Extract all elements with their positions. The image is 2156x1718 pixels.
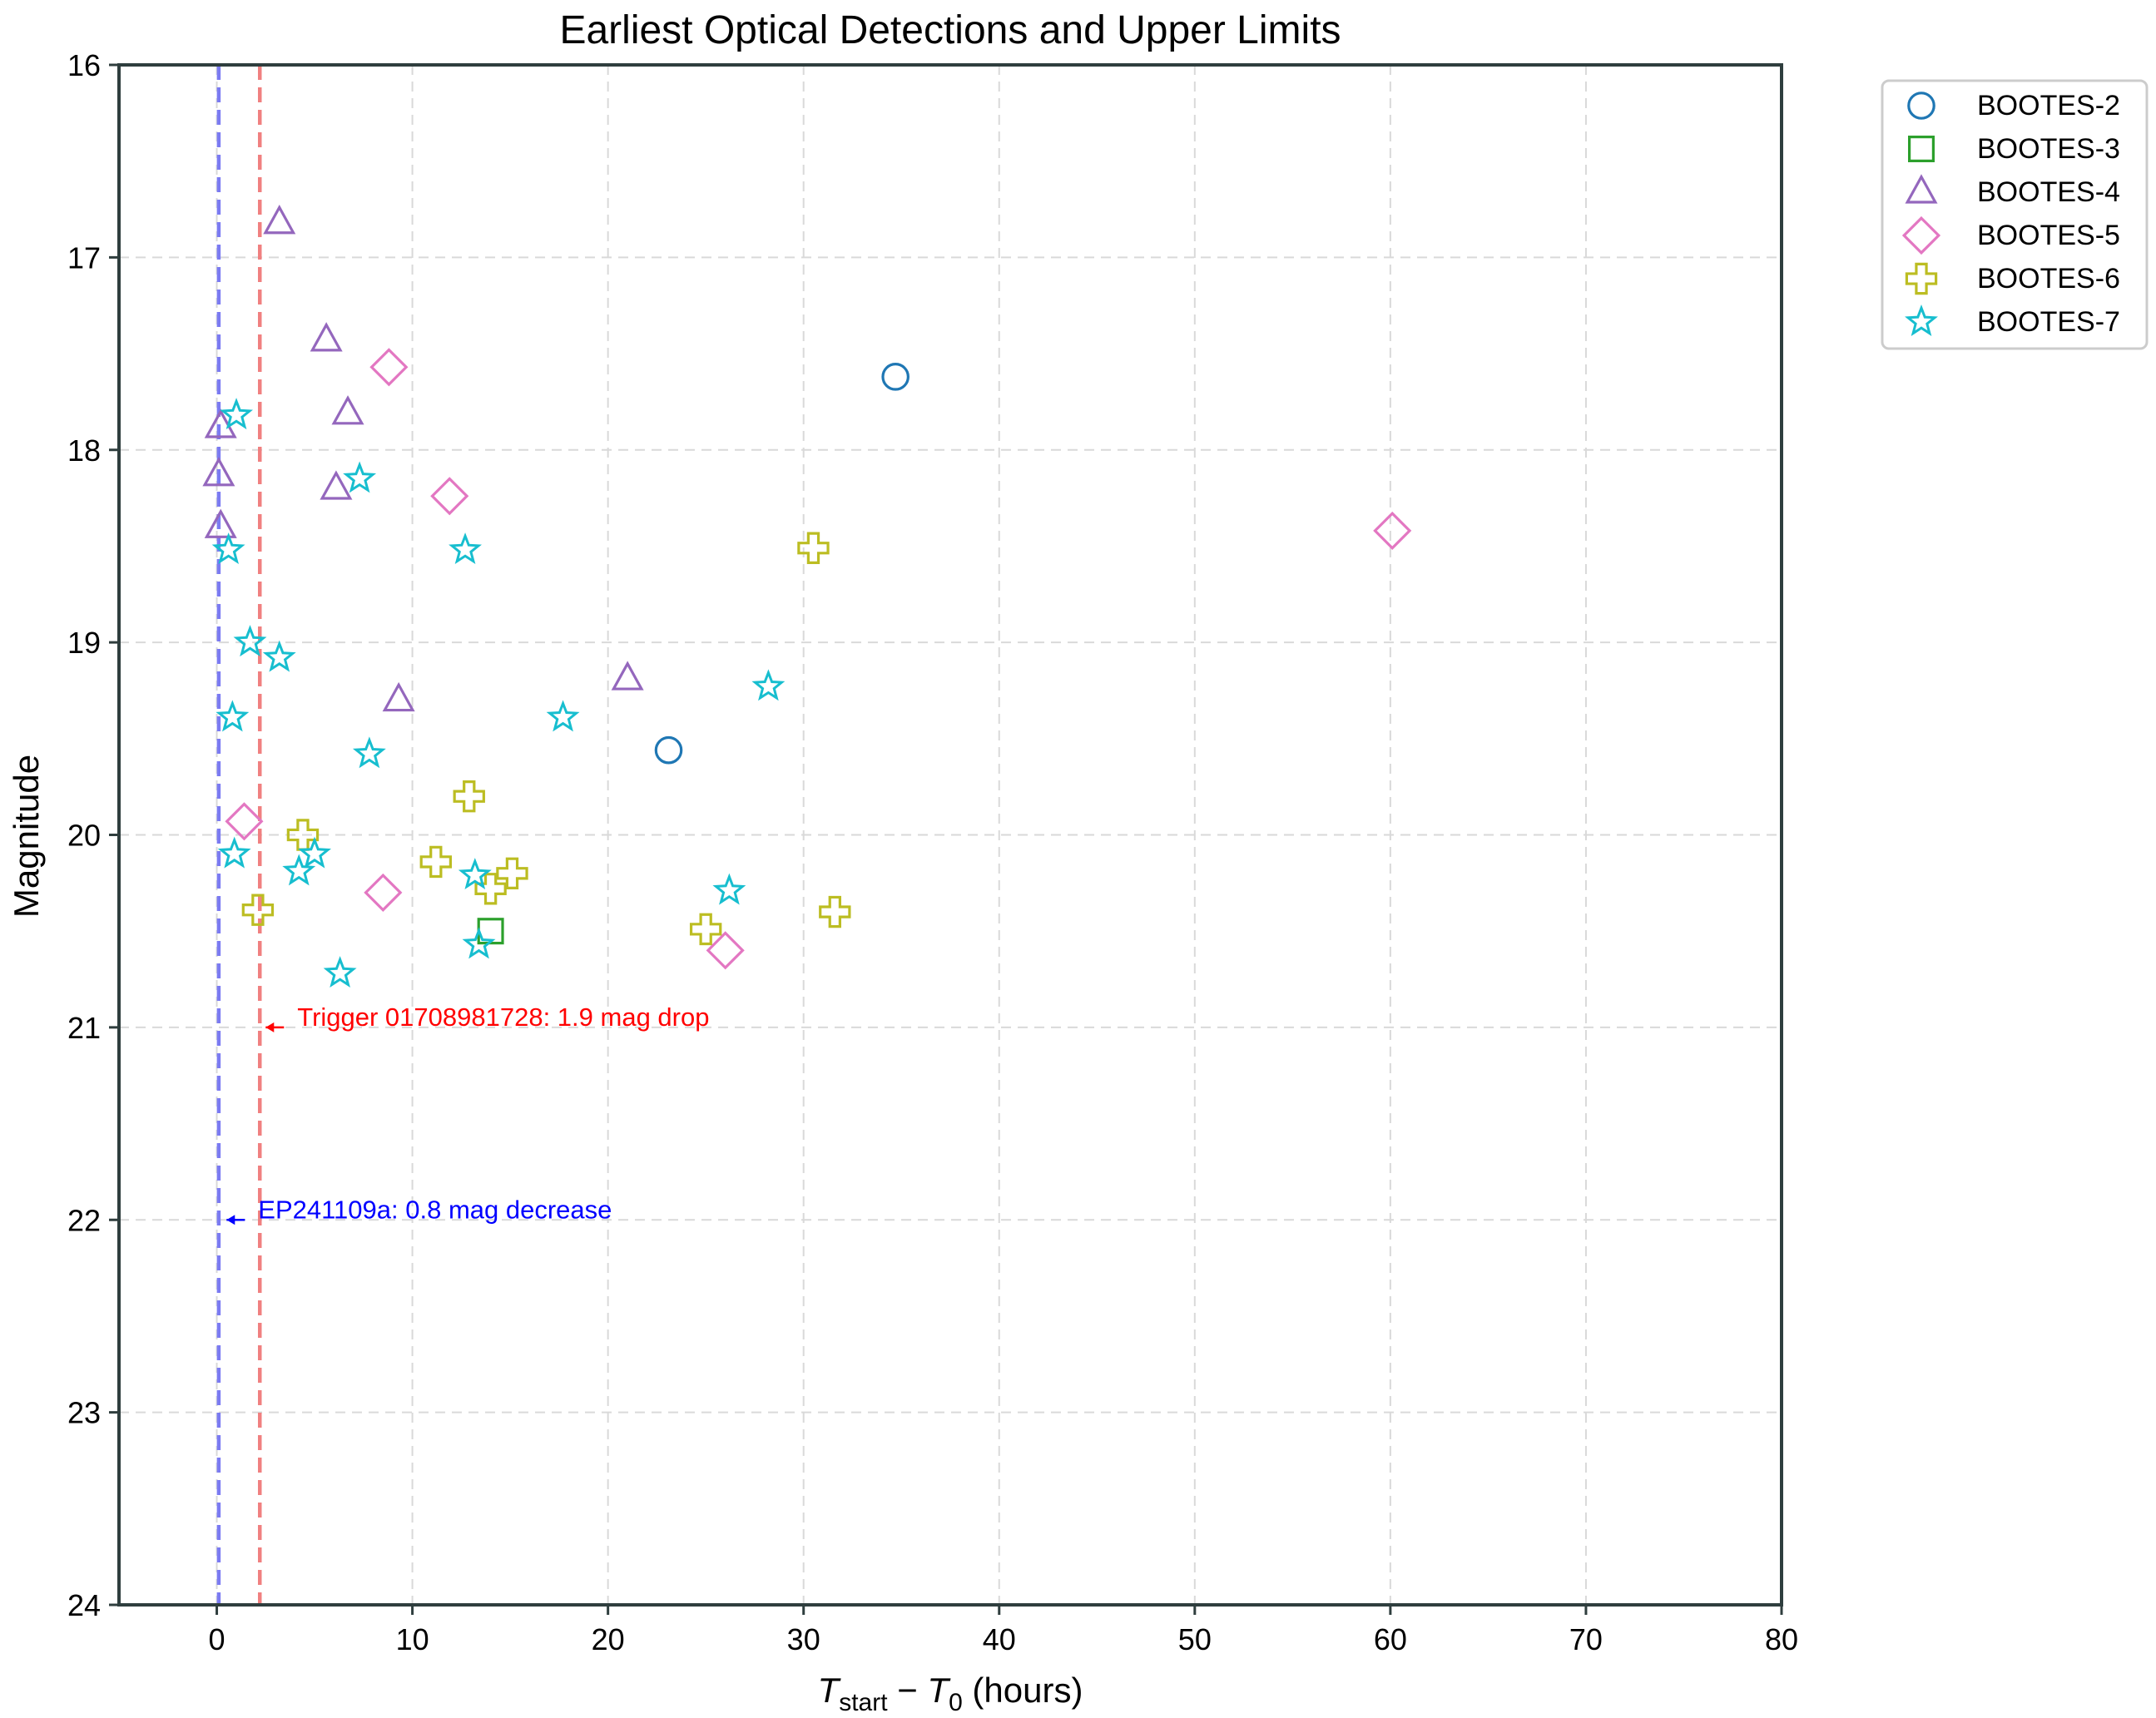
bootes-5-point: [364, 873, 403, 912]
x-axis-label: Tstart − T0 (hours): [818, 1671, 1083, 1716]
bootes-7-point: [449, 532, 482, 565]
legend-label: BOOTES-6: [1977, 263, 2120, 295]
bootes-7-point: [298, 836, 332, 869]
bootes-4-point: [202, 457, 235, 487]
x-tick-label: 10: [396, 1622, 429, 1656]
bootes-7-point: [323, 956, 357, 988]
bootes-7-point: [282, 854, 316, 886]
legend: BOOTES-2 BOOTES-3 BOOTES-4 BOOTES-5 BOOTES-6…: [1881, 79, 2149, 350]
y-axis-label: Magnitude: [7, 755, 46, 918]
bootes-7-point: [712, 873, 746, 905]
bootes-5-point: [369, 348, 409, 387]
annotation-text: Trigger 01708981728: 1.9 mag drop: [297, 1003, 709, 1032]
y-tick-label: 17: [67, 240, 101, 275]
bootes-4-point: [204, 508, 237, 538]
legend-label: BOOTES-7: [1977, 306, 2120, 338]
x-tick-label: 50: [1178, 1622, 1212, 1656]
bootes-5-point: [430, 477, 469, 516]
bootes-6-point: [689, 913, 722, 946]
bootes-7-point: [343, 461, 377, 493]
bootes-2-point: [654, 735, 683, 765]
y-tick-label: 18: [67, 433, 101, 468]
legend-label: BOOTES-5: [1977, 220, 2120, 251]
bootes-4-point: [611, 661, 644, 691]
bootes-6-point: [474, 873, 507, 905]
legend-marker-bootes-7: [1905, 304, 1938, 336]
bootes-6-point: [797, 532, 830, 564]
x-tick-label: 20: [592, 1622, 625, 1656]
chart-title: Earliest Optical Detections and Upper Li…: [559, 8, 1341, 52]
bootes-7-point: [751, 669, 786, 701]
legend-marker-bootes-5: [1901, 215, 1941, 255]
bootes-4-point: [331, 395, 364, 425]
x-tick-label: 70: [1569, 1622, 1603, 1656]
bootes-6-point: [241, 894, 275, 926]
legend-marker-bootes-2: [1907, 92, 1935, 120]
bootes-4-point: [320, 470, 353, 500]
bootes-6-point: [496, 857, 528, 889]
x-tick-label: 80: [1765, 1622, 1798, 1656]
bootes-6-point: [419, 845, 452, 879]
legend-label: BOOTES-3: [1977, 133, 2120, 165]
legend-marker-bootes-3: [1908, 136, 1935, 163]
data-points: [202, 205, 1412, 988]
bootes-7-point: [217, 836, 251, 869]
x-tick-label: 60: [1374, 1622, 1407, 1656]
y-tick-label: 23: [67, 1396, 101, 1430]
annotations: Trigger 01708981728: 1.9 mag drop EP24110…: [226, 1003, 709, 1225]
bootes-6-point: [819, 895, 851, 928]
bootes-4-point: [382, 681, 415, 712]
y-tick-label: 24: [67, 1588, 101, 1622]
bootes-7-point: [233, 625, 267, 657]
bootes-5-point: [706, 931, 745, 970]
x-tick-label: 0: [209, 1622, 226, 1656]
bootes-2-point: [881, 363, 909, 391]
legend-marker-bootes-4: [1905, 174, 1938, 204]
bootes-5-point: [1373, 511, 1412, 550]
bootes-4-point: [310, 322, 343, 352]
legend-marker-bootes-6: [1905, 262, 1938, 295]
bootes-7-point: [546, 700, 580, 732]
legend-label: BOOTES-4: [1977, 176, 2120, 208]
bootes-7-point: [216, 700, 250, 732]
bootes-7-point: [262, 640, 296, 672]
y-tick-label: 16: [67, 48, 101, 82]
bootes-7-point: [458, 858, 492, 890]
y-tick-label: 22: [67, 1203, 101, 1237]
annotation-arrowhead: [226, 1215, 235, 1225]
y-tick-label: 19: [67, 626, 101, 660]
x-tick-label: 40: [983, 1622, 1016, 1656]
bootes-6-point: [453, 780, 485, 813]
legend-box: [1881, 79, 2149, 350]
reference-lines: [216, 65, 262, 1605]
bootes-7-point: [211, 532, 245, 565]
y-tick-label: 20: [67, 819, 101, 853]
y-tick-label: 21: [67, 1011, 101, 1045]
bootes-5-point: [225, 802, 264, 841]
x-tick-label: 30: [787, 1622, 820, 1656]
annotation-arrowhead: [265, 1022, 275, 1032]
axis-ticks: 0 10 20 30 40 50 60 70 80 16 17 18 19 20 21 22 23 24: [67, 48, 1798, 1656]
annotation-text: EP241109a: 0.8 mag decrease: [258, 1195, 612, 1224]
bootes-7-point: [352, 736, 386, 769]
legend-label: BOOTES-2: [1977, 90, 2120, 121]
bootes-7-point: [462, 927, 496, 959]
bootes-4-point: [263, 205, 296, 235]
bootes-7-point: [220, 398, 253, 430]
